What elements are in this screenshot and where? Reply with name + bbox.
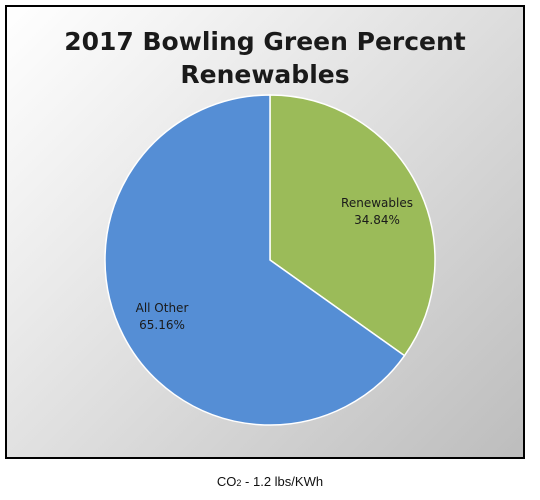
pie-chart: Renewables 34.84% All Other 65.16% bbox=[104, 94, 436, 426]
slice-value-renewables: 34.84% bbox=[354, 213, 400, 227]
footnote-suffix: - 1.2 lbs/KWh bbox=[241, 474, 324, 489]
pie-slice-renewables bbox=[269, 94, 436, 357]
chart-title-line-1: 2017 Bowling Green Percent bbox=[64, 27, 466, 56]
footnote-prefix: CO bbox=[216, 474, 237, 489]
slice-label-renewables: Renewables bbox=[341, 196, 413, 210]
pie-slice-all-other bbox=[104, 94, 406, 426]
footnote: CO2 - 1.2 lbs/KWh bbox=[0, 474, 540, 489]
chart-frame: 2017 Bowling Green Percent Renewables Re… bbox=[5, 5, 525, 459]
slice-value-all-other: 65.16% bbox=[139, 318, 185, 332]
slice-label-all-other: All Other bbox=[136, 301, 189, 315]
footnote-subscript: 2 bbox=[236, 478, 242, 488]
chart-title: 2017 Bowling Green Percent Renewables bbox=[7, 25, 523, 91]
chart-title-line-2: Renewables bbox=[180, 60, 350, 89]
